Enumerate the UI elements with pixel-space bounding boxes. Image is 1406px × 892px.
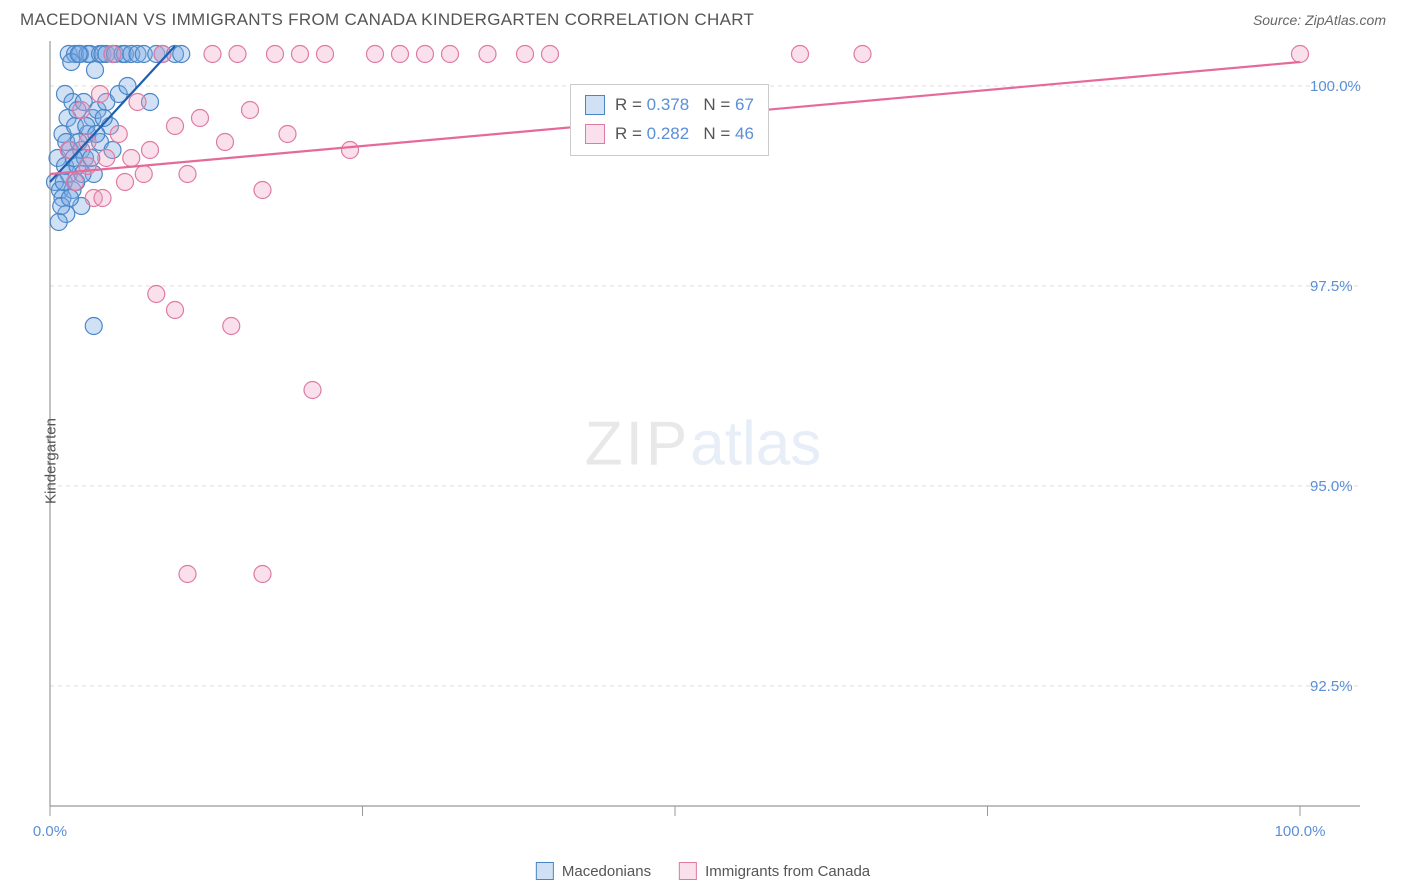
data-point: [179, 166, 196, 183]
ytick-label: 95.0%: [1310, 478, 1353, 495]
data-point: [98, 150, 115, 167]
legend-item: Macedonians: [536, 862, 651, 880]
legend-item: Immigrants from Canada: [679, 862, 870, 880]
legend-label: Macedonians: [562, 863, 651, 880]
data-point: [317, 46, 334, 63]
data-point: [217, 134, 234, 151]
stats-row: R = 0.378 N = 67: [585, 91, 754, 120]
chart-area: Kindergarten 100.0%97.5%95.0%92.5%0.0%10…: [0, 36, 1406, 886]
data-point: [267, 46, 284, 63]
data-point: [442, 46, 459, 63]
xtick-label: 0.0%: [33, 823, 67, 840]
data-point: [110, 126, 127, 143]
data-point: [342, 142, 359, 159]
stats-swatch: [585, 95, 605, 115]
data-point: [70, 46, 87, 63]
data-point: [417, 46, 434, 63]
stats-r-label: R = 0.378 N = 67: [615, 91, 754, 120]
data-point: [392, 46, 409, 63]
data-point: [92, 86, 109, 103]
data-point: [367, 46, 384, 63]
stats-row: R = 0.282 N = 46: [585, 120, 754, 149]
data-point: [542, 46, 559, 63]
data-point: [173, 46, 190, 63]
data-point: [67, 174, 84, 191]
ytick-label: 97.5%: [1310, 278, 1353, 295]
data-point: [292, 46, 309, 63]
xtick-label: 100.0%: [1275, 823, 1326, 840]
data-point: [254, 566, 271, 583]
data-point: [254, 182, 271, 199]
data-point: [129, 94, 146, 111]
chart-source: Source: ZipAtlas.com: [1253, 12, 1386, 28]
data-point: [204, 46, 221, 63]
ytick-label: 92.5%: [1310, 678, 1353, 695]
y-axis-label: Kindergarten: [42, 418, 59, 504]
data-point: [104, 46, 121, 63]
data-point: [854, 46, 871, 63]
data-point: [1292, 46, 1309, 63]
data-point: [50, 214, 67, 231]
chart-header: MACEDONIAN VS IMMIGRANTS FROM CANADA KIN…: [0, 0, 1406, 36]
data-point: [87, 62, 104, 79]
data-point: [517, 46, 534, 63]
stats-legend-box: R = 0.378 N = 67R = 0.282 N = 46: [570, 84, 769, 156]
data-point: [142, 142, 159, 159]
data-point: [117, 174, 134, 191]
data-point: [167, 118, 184, 135]
data-point: [123, 150, 140, 167]
data-point: [73, 102, 90, 119]
data-point: [792, 46, 809, 63]
data-point: [223, 318, 240, 335]
data-point: [167, 302, 184, 319]
legend-swatch: [536, 862, 554, 880]
data-point: [304, 382, 321, 399]
legend-bottom: Macedonians Immigrants from Canada: [536, 862, 870, 880]
chart-title: MACEDONIAN VS IMMIGRANTS FROM CANADA KIN…: [20, 10, 754, 30]
legend-label: Immigrants from Canada: [705, 863, 870, 880]
data-point: [479, 46, 496, 63]
scatter-plot-svg: 100.0% 97.5% 95.0% 92.5% 0.0% 100.0%: [0, 36, 1406, 846]
ytick-label: 100.0%: [1310, 78, 1361, 95]
data-point: [242, 102, 259, 119]
data-point: [279, 126, 296, 143]
data-point: [94, 190, 111, 207]
data-point: [192, 110, 209, 127]
data-point: [229, 46, 246, 63]
data-point: [148, 286, 165, 303]
stats-r-label: R = 0.282 N = 46: [615, 120, 754, 149]
data-point: [85, 318, 102, 335]
data-point: [179, 566, 196, 583]
stats-swatch: [585, 124, 605, 144]
data-point: [62, 190, 79, 207]
legend-swatch: [679, 862, 697, 880]
data-point: [135, 166, 152, 183]
